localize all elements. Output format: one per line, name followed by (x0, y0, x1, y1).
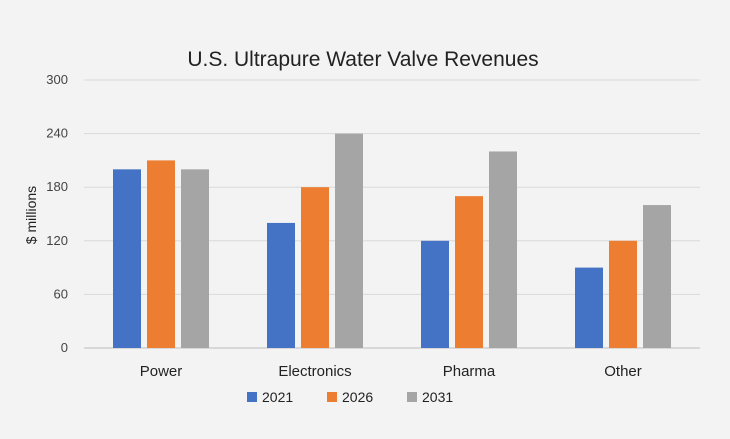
y-tick-label: 60 (54, 286, 68, 301)
legend-swatch-2031 (407, 392, 417, 402)
legend-swatch-2021 (247, 392, 257, 402)
legend-label-2026: 2026 (342, 389, 373, 405)
y-tick-label: 300 (46, 72, 68, 87)
bar-2026-power (147, 160, 175, 348)
bar-2026-pharma (455, 196, 483, 348)
legend-label-2021: 2021 (262, 389, 293, 405)
x-category-label: Electronics (278, 363, 351, 380)
x-category-label: Other (604, 363, 642, 380)
bar-2031-pharma (489, 151, 517, 348)
y-axis-label: $ millions (23, 186, 39, 244)
y-tick-label: 120 (46, 233, 68, 248)
bar-2031-power (181, 169, 209, 348)
bar-2021-pharma (421, 240, 449, 348)
legend-swatch-2026 (327, 392, 337, 402)
bar-2031-other (643, 205, 671, 348)
bar-2021-other (575, 267, 603, 348)
chart-title: U.S. Ultrapure Water Valve Revenues (187, 48, 538, 71)
bar-2026-other (609, 240, 637, 348)
y-tick-label: 180 (46, 179, 68, 194)
y-tick-label: 240 (46, 126, 68, 141)
bar-2021-electronics (267, 222, 295, 348)
bar-2031-electronics (335, 133, 363, 348)
bar-2021-power (113, 169, 141, 348)
legend-label-2031: 2031 (422, 389, 453, 405)
bar-2026-electronics (301, 187, 329, 348)
y-tick-label: 0 (61, 340, 68, 355)
x-category-label: Pharma (443, 363, 496, 380)
x-category-label: Power (140, 363, 183, 380)
